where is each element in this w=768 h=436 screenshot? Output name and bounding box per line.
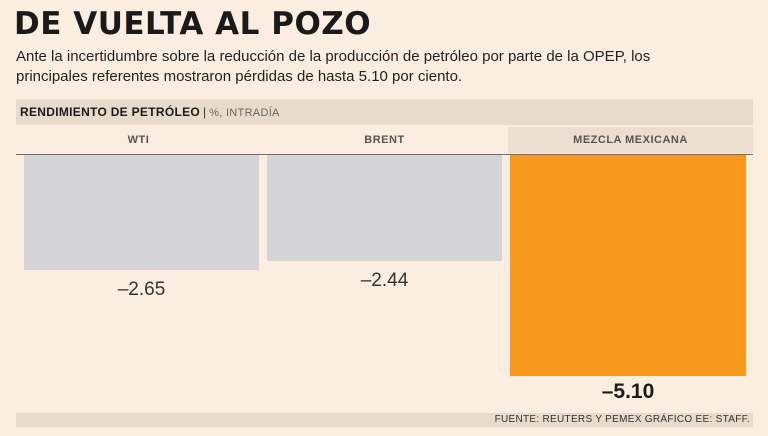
source-note: FUENTE: REUTERS Y PEMEX GRÁFICO EE: STAF… <box>494 414 750 425</box>
header-unit: %, INTRADÍA <box>209 107 280 119</box>
zero-baseline <box>16 154 753 155</box>
value-label-mezcla-mexicana: –5.10 <box>601 380 655 403</box>
bar-wti <box>24 155 259 270</box>
chart-title: DE VUELTA AL POZO <box>14 6 372 42</box>
value-label-brent: –2.44 <box>360 270 409 291</box>
chart-subtitle: Ante la incertidumbre sobre la reducción… <box>16 48 651 85</box>
header-title: RENDIMIENTO DE PETRÓLEO <box>20 105 201 119</box>
footer-band <box>16 413 753 427</box>
bar-brent <box>267 155 502 261</box>
header-label: RENDIMIENTO DE PETRÓLEO |%, INTRADÍA <box>20 104 280 121</box>
header-separator: | <box>203 105 207 119</box>
header-band <box>16 99 753 125</box>
value-label-wti: –2.65 <box>117 279 166 300</box>
category-band-mezcla-mexicana <box>508 127 753 153</box>
category-label-brent: BRENT <box>364 134 405 146</box>
category-label-wti: WTI <box>127 134 150 146</box>
category-label-mezcla-mexicana: MEZCLA MEXICANA <box>573 134 688 146</box>
bar-mezcla-mexicana <box>510 155 746 376</box>
